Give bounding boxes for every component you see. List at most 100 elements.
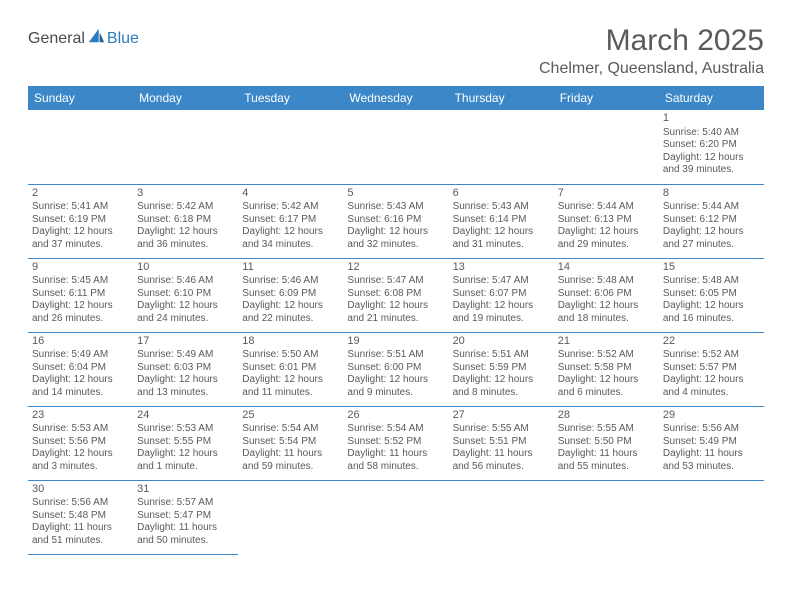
sunrise-text: Sunrise: 5:42 AM xyxy=(242,201,339,214)
calendar-cell: 30Sunrise: 5:56 AMSunset: 5:48 PMDayligh… xyxy=(28,480,133,554)
daylight-text: and 26 minutes. xyxy=(32,313,129,326)
calendar-cell: 28Sunrise: 5:55 AMSunset: 5:50 PMDayligh… xyxy=(554,406,659,480)
calendar-cell: 12Sunrise: 5:47 AMSunset: 6:08 PMDayligh… xyxy=(343,258,448,332)
sunrise-text: Sunrise: 5:43 AM xyxy=(347,201,444,214)
calendar-cell: 1Sunrise: 5:40 AMSunset: 6:20 PMDaylight… xyxy=(659,110,764,184)
calendar-cell: 22Sunrise: 5:52 AMSunset: 5:57 PMDayligh… xyxy=(659,332,764,406)
daylight-text: and 59 minutes. xyxy=(242,461,339,474)
sunrise-text: Sunrise: 5:48 AM xyxy=(558,275,655,288)
calendar-cell: 7Sunrise: 5:44 AMSunset: 6:13 PMDaylight… xyxy=(554,184,659,258)
calendar-cell: 25Sunrise: 5:54 AMSunset: 5:54 PMDayligh… xyxy=(238,406,343,480)
day-number: 20 xyxy=(453,335,550,349)
daylight-text: Daylight: 12 hours xyxy=(558,300,655,313)
day-number: 2 xyxy=(32,187,129,201)
calendar-cell: 20Sunrise: 5:51 AMSunset: 5:59 PMDayligh… xyxy=(449,332,554,406)
sunrise-text: Sunrise: 5:50 AM xyxy=(242,349,339,362)
sunset-text: Sunset: 6:09 PM xyxy=(242,288,339,301)
calendar-cell: 26Sunrise: 5:54 AMSunset: 5:52 PMDayligh… xyxy=(343,406,448,480)
daylight-text: Daylight: 12 hours xyxy=(453,226,550,239)
calendar-row: 1Sunrise: 5:40 AMSunset: 6:20 PMDaylight… xyxy=(28,110,764,184)
calendar-cell: 18Sunrise: 5:50 AMSunset: 6:01 PMDayligh… xyxy=(238,332,343,406)
day-number: 14 xyxy=(558,261,655,275)
daylight-text: and 51 minutes. xyxy=(32,535,129,548)
daylight-text: and 24 minutes. xyxy=(137,313,234,326)
sunrise-text: Sunrise: 5:40 AM xyxy=(663,127,760,140)
sunset-text: Sunset: 5:50 PM xyxy=(558,436,655,449)
daylight-text: Daylight: 12 hours xyxy=(32,374,129,387)
daylight-text: Daylight: 12 hours xyxy=(558,226,655,239)
sunset-text: Sunset: 6:20 PM xyxy=(663,139,760,152)
daylight-text: Daylight: 11 hours xyxy=(558,448,655,461)
daylight-text: Daylight: 11 hours xyxy=(663,448,760,461)
weekday-header: Friday xyxy=(554,86,659,110)
daylight-text: Daylight: 12 hours xyxy=(32,448,129,461)
sunset-text: Sunset: 6:01 PM xyxy=(242,362,339,375)
sunset-text: Sunset: 6:08 PM xyxy=(347,288,444,301)
day-number: 23 xyxy=(32,409,129,423)
sunrise-text: Sunrise: 5:51 AM xyxy=(347,349,444,362)
sunrise-text: Sunrise: 5:49 AM xyxy=(32,349,129,362)
sunrise-text: Sunrise: 5:47 AM xyxy=(453,275,550,288)
sunrise-text: Sunrise: 5:45 AM xyxy=(32,275,129,288)
weekday-header: Wednesday xyxy=(343,86,448,110)
calendar-cell: 6Sunrise: 5:43 AMSunset: 6:14 PMDaylight… xyxy=(449,184,554,258)
sunset-text: Sunset: 6:12 PM xyxy=(663,214,760,227)
daylight-text: Daylight: 12 hours xyxy=(663,300,760,313)
sunset-text: Sunset: 5:52 PM xyxy=(347,436,444,449)
calendar-row: 2Sunrise: 5:41 AMSunset: 6:19 PMDaylight… xyxy=(28,184,764,258)
calendar-row: 16Sunrise: 5:49 AMSunset: 6:04 PMDayligh… xyxy=(28,332,764,406)
day-number: 29 xyxy=(663,409,760,423)
sunrise-text: Sunrise: 5:54 AM xyxy=(347,423,444,436)
daylight-text: Daylight: 12 hours xyxy=(663,152,760,165)
sunrise-text: Sunrise: 5:57 AM xyxy=(137,497,234,510)
daylight-text: Daylight: 12 hours xyxy=(242,226,339,239)
month-title: March 2025 xyxy=(539,24,764,58)
calendar-cell: 24Sunrise: 5:53 AMSunset: 5:55 PMDayligh… xyxy=(133,406,238,480)
daylight-text: Daylight: 11 hours xyxy=(347,448,444,461)
daylight-text: Daylight: 12 hours xyxy=(453,374,550,387)
sunset-text: Sunset: 6:18 PM xyxy=(137,214,234,227)
sunrise-text: Sunrise: 5:51 AM xyxy=(453,349,550,362)
day-number: 1 xyxy=(663,112,760,126)
sunset-text: Sunset: 6:13 PM xyxy=(558,214,655,227)
day-number: 6 xyxy=(453,187,550,201)
calendar-cell: 8Sunrise: 5:44 AMSunset: 6:12 PMDaylight… xyxy=(659,184,764,258)
sunset-text: Sunset: 5:59 PM xyxy=(453,362,550,375)
sunset-text: Sunset: 6:16 PM xyxy=(347,214,444,227)
day-number: 7 xyxy=(558,187,655,201)
sunset-text: Sunset: 6:14 PM xyxy=(453,214,550,227)
sunrise-text: Sunrise: 5:46 AM xyxy=(242,275,339,288)
calendar-cell xyxy=(659,480,764,554)
sunrise-text: Sunrise: 5:56 AM xyxy=(663,423,760,436)
weekday-header: Saturday xyxy=(659,86,764,110)
daylight-text: and 9 minutes. xyxy=(347,387,444,400)
sunrise-text: Sunrise: 5:42 AM xyxy=(137,201,234,214)
location-subtitle: Chelmer, Queensland, Australia xyxy=(539,60,764,78)
calendar-cell: 9Sunrise: 5:45 AMSunset: 6:11 PMDaylight… xyxy=(28,258,133,332)
logo-sail-icon xyxy=(87,27,105,45)
day-number: 30 xyxy=(32,483,129,497)
day-number: 5 xyxy=(347,187,444,201)
daylight-text: and 53 minutes. xyxy=(663,461,760,474)
sunset-text: Sunset: 5:49 PM xyxy=(663,436,760,449)
calendar-cell: 21Sunrise: 5:52 AMSunset: 5:58 PMDayligh… xyxy=(554,332,659,406)
daylight-text: and 36 minutes. xyxy=(137,239,234,252)
sunrise-text: Sunrise: 5:55 AM xyxy=(453,423,550,436)
daylight-text: Daylight: 12 hours xyxy=(137,374,234,387)
daylight-text: Daylight: 12 hours xyxy=(242,374,339,387)
sunset-text: Sunset: 5:54 PM xyxy=(242,436,339,449)
daylight-text: and 1 minute. xyxy=(137,461,234,474)
calendar-cell xyxy=(28,110,133,184)
sunrise-text: Sunrise: 5:55 AM xyxy=(558,423,655,436)
calendar-cell: 10Sunrise: 5:46 AMSunset: 6:10 PMDayligh… xyxy=(133,258,238,332)
calendar-cell: 17Sunrise: 5:49 AMSunset: 6:03 PMDayligh… xyxy=(133,332,238,406)
daylight-text: Daylight: 12 hours xyxy=(558,374,655,387)
daylight-text: and 55 minutes. xyxy=(558,461,655,474)
day-number: 27 xyxy=(453,409,550,423)
daylight-text: Daylight: 12 hours xyxy=(453,300,550,313)
daylight-text: Daylight: 11 hours xyxy=(137,522,234,535)
sunrise-text: Sunrise: 5:48 AM xyxy=(663,275,760,288)
day-number: 8 xyxy=(663,187,760,201)
day-number: 26 xyxy=(347,409,444,423)
page-header: General Blue March 2025 Chelmer, Queensl… xyxy=(28,24,764,78)
